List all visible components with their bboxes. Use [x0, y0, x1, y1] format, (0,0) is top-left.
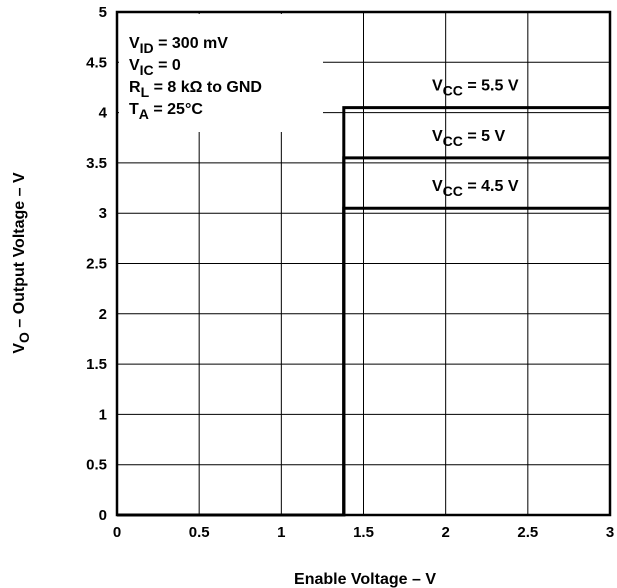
- x-tick-label: 0.5: [189, 524, 210, 541]
- series-label-main: V: [432, 78, 443, 95]
- condition-line-main: V: [129, 35, 140, 52]
- series-label-rest: = 4.5 V: [463, 178, 519, 195]
- series-label-rest: = 5.5 V: [463, 78, 519, 95]
- condition-line-rest: = 25°C: [149, 101, 203, 118]
- y-tick-label: 2: [99, 306, 107, 323]
- x-tick-label: 1: [277, 524, 285, 541]
- series-label: VCC = 5 V: [432, 128, 505, 149]
- condition-line-main: T: [129, 101, 139, 118]
- series-label: VCC = 5.5 V: [432, 78, 519, 99]
- y-tick-label: 3.5: [86, 155, 107, 172]
- y-axis-label-main: V: [11, 343, 28, 354]
- x-tick-label: 2.5: [517, 524, 538, 541]
- condition-line-rest: = 300 mV: [154, 35, 229, 52]
- x-tick-label: 1.5: [353, 524, 374, 541]
- condition-line-sub: L: [141, 84, 150, 100]
- grid: [117, 12, 610, 515]
- plot-frame: [115, 10, 612, 517]
- series-label-main: V: [432, 128, 443, 145]
- tick-labels: 0 0.5 1 1.5 2 2.5 3 0 0.5 1 1.5 2 2.5 3 3.5 4 4.5 5: [86, 4, 614, 541]
- condition-line-sub: A: [139, 106, 149, 122]
- x-tick-label: 0: [113, 524, 121, 541]
- conditions-box-background: [119, 14, 323, 132]
- y-tick-label: 1.5: [86, 356, 107, 373]
- series-label-rest: = 5 V: [463, 128, 506, 145]
- condition-line-main: R: [129, 79, 141, 96]
- y-axis-label-rest: – Output Voltage – V: [11, 172, 28, 332]
- series-label-main: V: [432, 178, 443, 195]
- x-axis-label: Enable Voltage – V: [294, 571, 436, 588]
- y-tick-label: 0.5: [86, 457, 107, 474]
- condition-line-rest: = 0: [154, 57, 181, 74]
- y-axis-label: VO – Output Voltage – V: [11, 172, 32, 354]
- series-label-sub: CC: [443, 183, 463, 199]
- y-tick-label: 5: [99, 4, 107, 21]
- series-label-sub: CC: [443, 83, 463, 99]
- x-tick-label: 2: [441, 524, 449, 541]
- series-label: VCC = 4.5 V: [432, 178, 519, 199]
- condition-line: VID = 300 mV: [129, 35, 228, 56]
- condition-line-sub: IC: [140, 62, 154, 78]
- condition-line-sub: ID: [140, 40, 154, 56]
- condition-line-main: V: [129, 57, 140, 74]
- y-tick-label: 4.5: [86, 54, 107, 71]
- y-tick-label: 3: [99, 205, 107, 222]
- y-axis-label-sub: O: [16, 332, 32, 343]
- y-tick-label: 1: [99, 406, 107, 423]
- condition-line: VIC = 0: [129, 57, 181, 78]
- x-tick-label: 3: [606, 524, 614, 541]
- condition-line: TA = 25°C: [129, 101, 203, 122]
- y-tick-label: 0: [99, 507, 107, 524]
- condition-line: RL = 8 kΩ to GND: [129, 79, 262, 100]
- series-label-sub: CC: [443, 133, 463, 149]
- y-tick-label: 4: [99, 105, 108, 122]
- y-tick-label: 2.5: [86, 256, 107, 273]
- condition-line-rest: = 8 kΩ to GND: [149, 79, 262, 96]
